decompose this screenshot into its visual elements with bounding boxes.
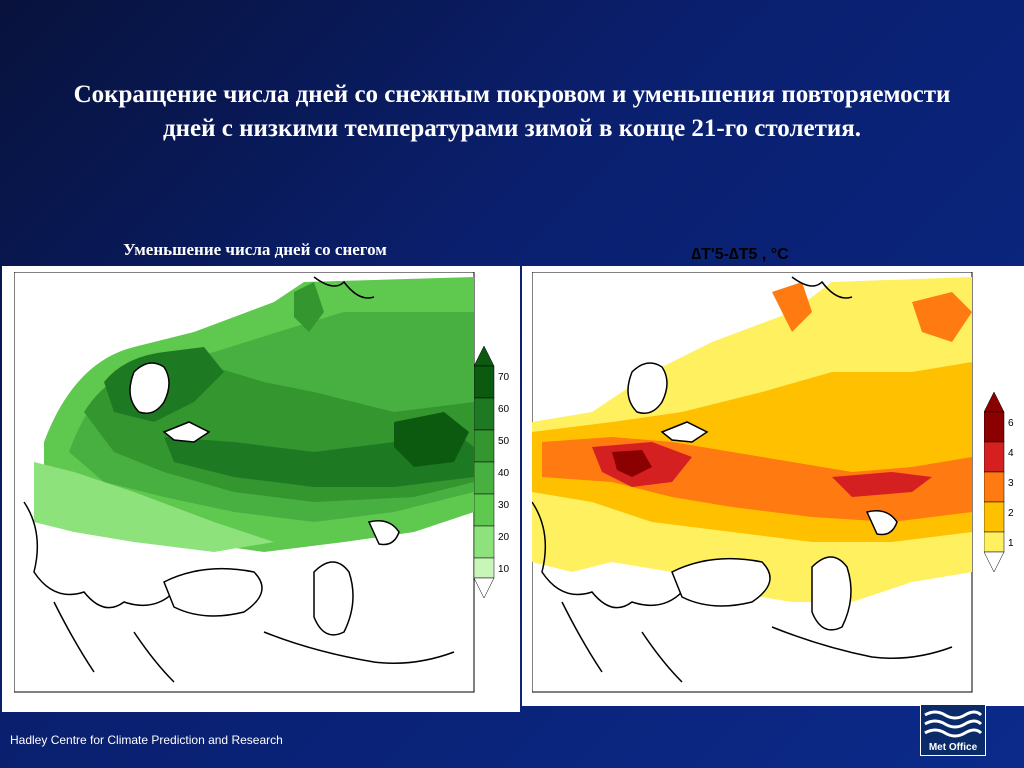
snow-colorbar-label: 40 (498, 468, 510, 479)
temperature-colorbar-label: 3 (1008, 478, 1014, 489)
snow-colorbar-label: 10 (498, 564, 510, 575)
snow-colorbar-label: 50 (498, 436, 510, 447)
snow-days-map-panel: 70 60 50 40 30 20 10 (2, 266, 520, 712)
snow-colorbar-label: 20 (498, 532, 510, 543)
slide-title: Сокращение числа дней со снежным покрово… (73, 81, 951, 142)
temperature-colorbar-label: 4 (1008, 448, 1014, 459)
temperature-colorbar-label: 6 (1008, 418, 1014, 429)
wave-icon (924, 710, 983, 738)
temperature-map-panel: 6 4 3 2 1 (522, 266, 1024, 706)
temperature-map (532, 272, 973, 693)
temperature-colorbar (984, 392, 1005, 573)
snow-colorbar-label: 30 (498, 500, 510, 511)
footer-credit: Hadley Centre for Climate Prediction and… (10, 733, 283, 747)
snow-colorbar-label: 60 (498, 404, 510, 415)
met-office-logo: Met Office (920, 704, 986, 756)
temperature-colorbar-label: 1 (1008, 538, 1014, 549)
snow-days-map (14, 272, 475, 693)
snow-colorbar-label: 70 (498, 372, 510, 383)
left-map-caption: Уменьшение числа дней со снегом (123, 240, 387, 259)
right-map-caption: ∆T'5-∆T5 , °C (691, 246, 789, 263)
logo-label: Met Office (928, 742, 978, 753)
temperature-colorbar-label: 2 (1008, 508, 1014, 519)
snow-days-colorbar (474, 346, 495, 599)
